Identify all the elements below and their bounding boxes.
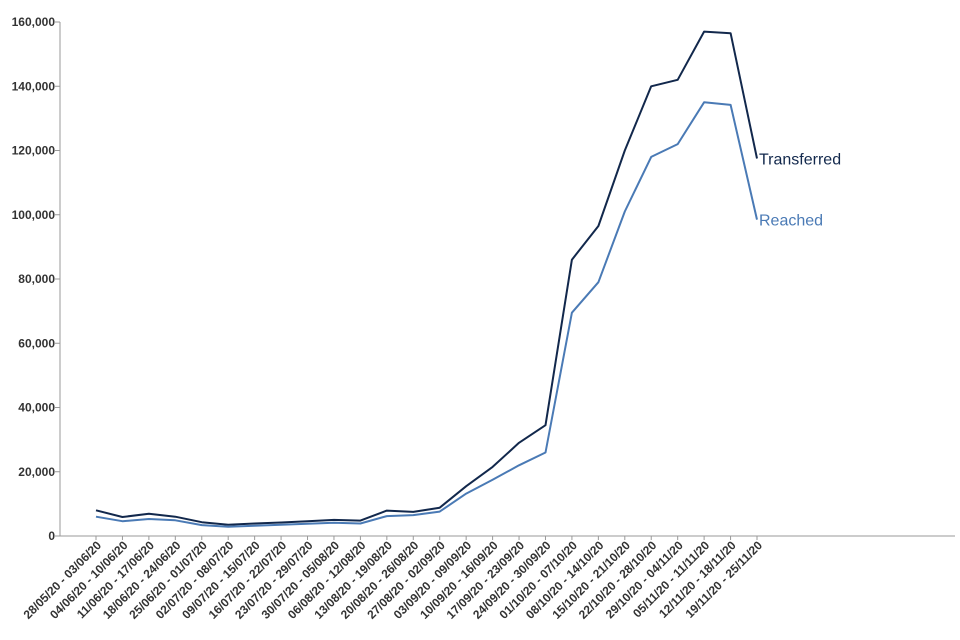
series-labels: Transferred Reached [759,152,841,230]
y-tick-label: 80,000 [18,272,55,286]
y-tick-label: 40,000 [18,401,55,415]
y-tick-label: 60,000 [18,336,55,350]
y-tick-label: 0 [48,529,55,543]
series-line-transferred [95,30,758,526]
series-line-reached [95,101,758,528]
y-tick-label: 20,000 [18,465,55,479]
y-tick-label: 140,000 [12,79,56,93]
y-tick-label: 160,000 [12,15,56,29]
series-label-transferred: Transferred [759,152,841,169]
series-label-reached: Reached [759,213,823,230]
series-lines [95,30,758,528]
y-tick-label: 100,000 [12,208,56,222]
y-tick-label: 120,000 [12,144,56,158]
y-axis: 0 20,000 40,000 60,000 80,000 100,000 120,000 1… [12,15,61,543]
